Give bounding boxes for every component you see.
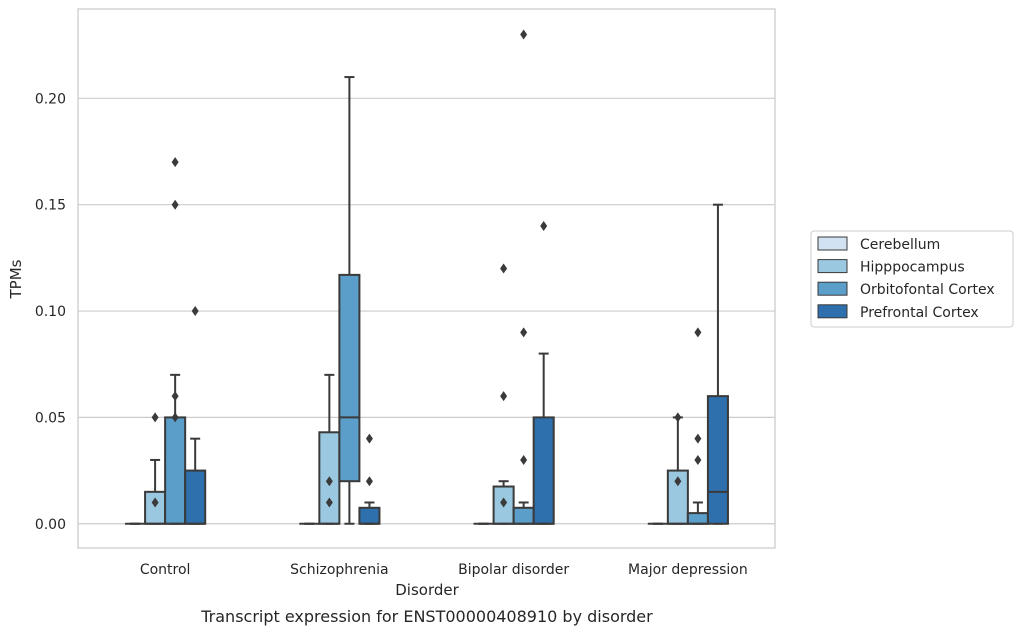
y-tick-label: 0.20 bbox=[35, 91, 66, 107]
y-axis-label: TPMs bbox=[7, 259, 25, 299]
box-prefrontal-cortex bbox=[184, 306, 207, 525]
outlier-point bbox=[694, 454, 702, 465]
iqr-box bbox=[144, 490, 167, 525]
outlier-point bbox=[520, 327, 528, 338]
outlier-point bbox=[171, 157, 179, 168]
outlier-point bbox=[151, 497, 159, 508]
plot-area-frame bbox=[77, 8, 776, 549]
iqr-box bbox=[686, 512, 709, 525]
chart-caption: Transcript expression for ENST0000040891… bbox=[200, 607, 653, 626]
box-orbitofontal-cortex bbox=[512, 29, 535, 525]
box-prefrontal-cortex bbox=[358, 433, 381, 525]
legend-label: Prefrontal Cortex bbox=[860, 305, 979, 321]
outlier-point bbox=[325, 476, 333, 487]
x-tick-label: Bipolar disorder bbox=[458, 562, 569, 578]
legend-swatch bbox=[817, 259, 848, 274]
legend-swatch bbox=[817, 304, 848, 319]
box-prefrontal-cortex bbox=[532, 220, 555, 525]
outlier-point bbox=[500, 391, 508, 402]
x-tick-label: Major depression bbox=[628, 562, 748, 578]
outlier-point bbox=[151, 412, 159, 423]
y-tick-label: 0.10 bbox=[35, 304, 66, 320]
iqr-box bbox=[358, 506, 381, 525]
legend-label: Orbitofontal Cortex bbox=[860, 282, 995, 298]
legend-swatch bbox=[817, 236, 848, 251]
box-prefrontal-cortex bbox=[706, 203, 729, 525]
y-axis-ticks: 0.00 0.05 0.10 0.15 0.20 bbox=[35, 91, 66, 532]
box-orbitofontal-cortex bbox=[338, 76, 361, 525]
y-tick-label: 0.15 bbox=[35, 198, 66, 214]
legend-label: Cerebellum bbox=[860, 237, 940, 253]
box-hipppocampus bbox=[492, 263, 515, 525]
outlier-point bbox=[365, 476, 373, 487]
outlier-point bbox=[171, 199, 179, 210]
iqr-box bbox=[184, 469, 207, 525]
iqr-box bbox=[532, 416, 555, 525]
x-axis-ticks: Control Schizophrenia Bipolar disorder Majo… bbox=[140, 562, 748, 578]
box-hipppocampus bbox=[318, 373, 341, 525]
outlier-point bbox=[694, 327, 702, 338]
box-plot-marks bbox=[125, 29, 729, 525]
outlier-point bbox=[520, 29, 528, 40]
outlier-point bbox=[674, 476, 682, 487]
outlier-point bbox=[500, 497, 508, 508]
x-axis-label: Disorder bbox=[395, 581, 459, 599]
outlier-point bbox=[191, 306, 199, 317]
iqr-box bbox=[338, 273, 361, 483]
iqr-box bbox=[164, 416, 187, 525]
box-hipppocampus bbox=[144, 412, 167, 525]
legend-frame bbox=[810, 230, 1014, 328]
box-orbitofontal-cortex bbox=[164, 157, 187, 525]
outlier-point bbox=[171, 412, 179, 423]
outlier-point bbox=[540, 220, 548, 231]
outlier-point bbox=[365, 433, 373, 444]
outlier-point bbox=[674, 412, 682, 423]
x-tick-label: Schizophrenia bbox=[290, 562, 388, 578]
iqr-box bbox=[706, 395, 729, 525]
legend-label: Hipppocampus bbox=[860, 260, 965, 276]
box-orbitofontal-cortex bbox=[686, 327, 709, 525]
outlier-point bbox=[520, 454, 528, 465]
y-tick-label: 0.05 bbox=[35, 410, 66, 426]
box-hipppocampus bbox=[666, 412, 689, 525]
outlier-point bbox=[171, 391, 179, 402]
outlier-point bbox=[694, 433, 702, 444]
y-tick-label: 0.00 bbox=[35, 517, 66, 533]
legend: Cerebellum Hipppocampus Orbitofontal Corte… bbox=[810, 230, 1014, 328]
outlier-point bbox=[325, 497, 333, 508]
x-tick-label: Control bbox=[140, 562, 191, 578]
iqr-box bbox=[512, 506, 535, 525]
outlier-point bbox=[500, 263, 508, 274]
legend-swatch bbox=[817, 281, 848, 296]
